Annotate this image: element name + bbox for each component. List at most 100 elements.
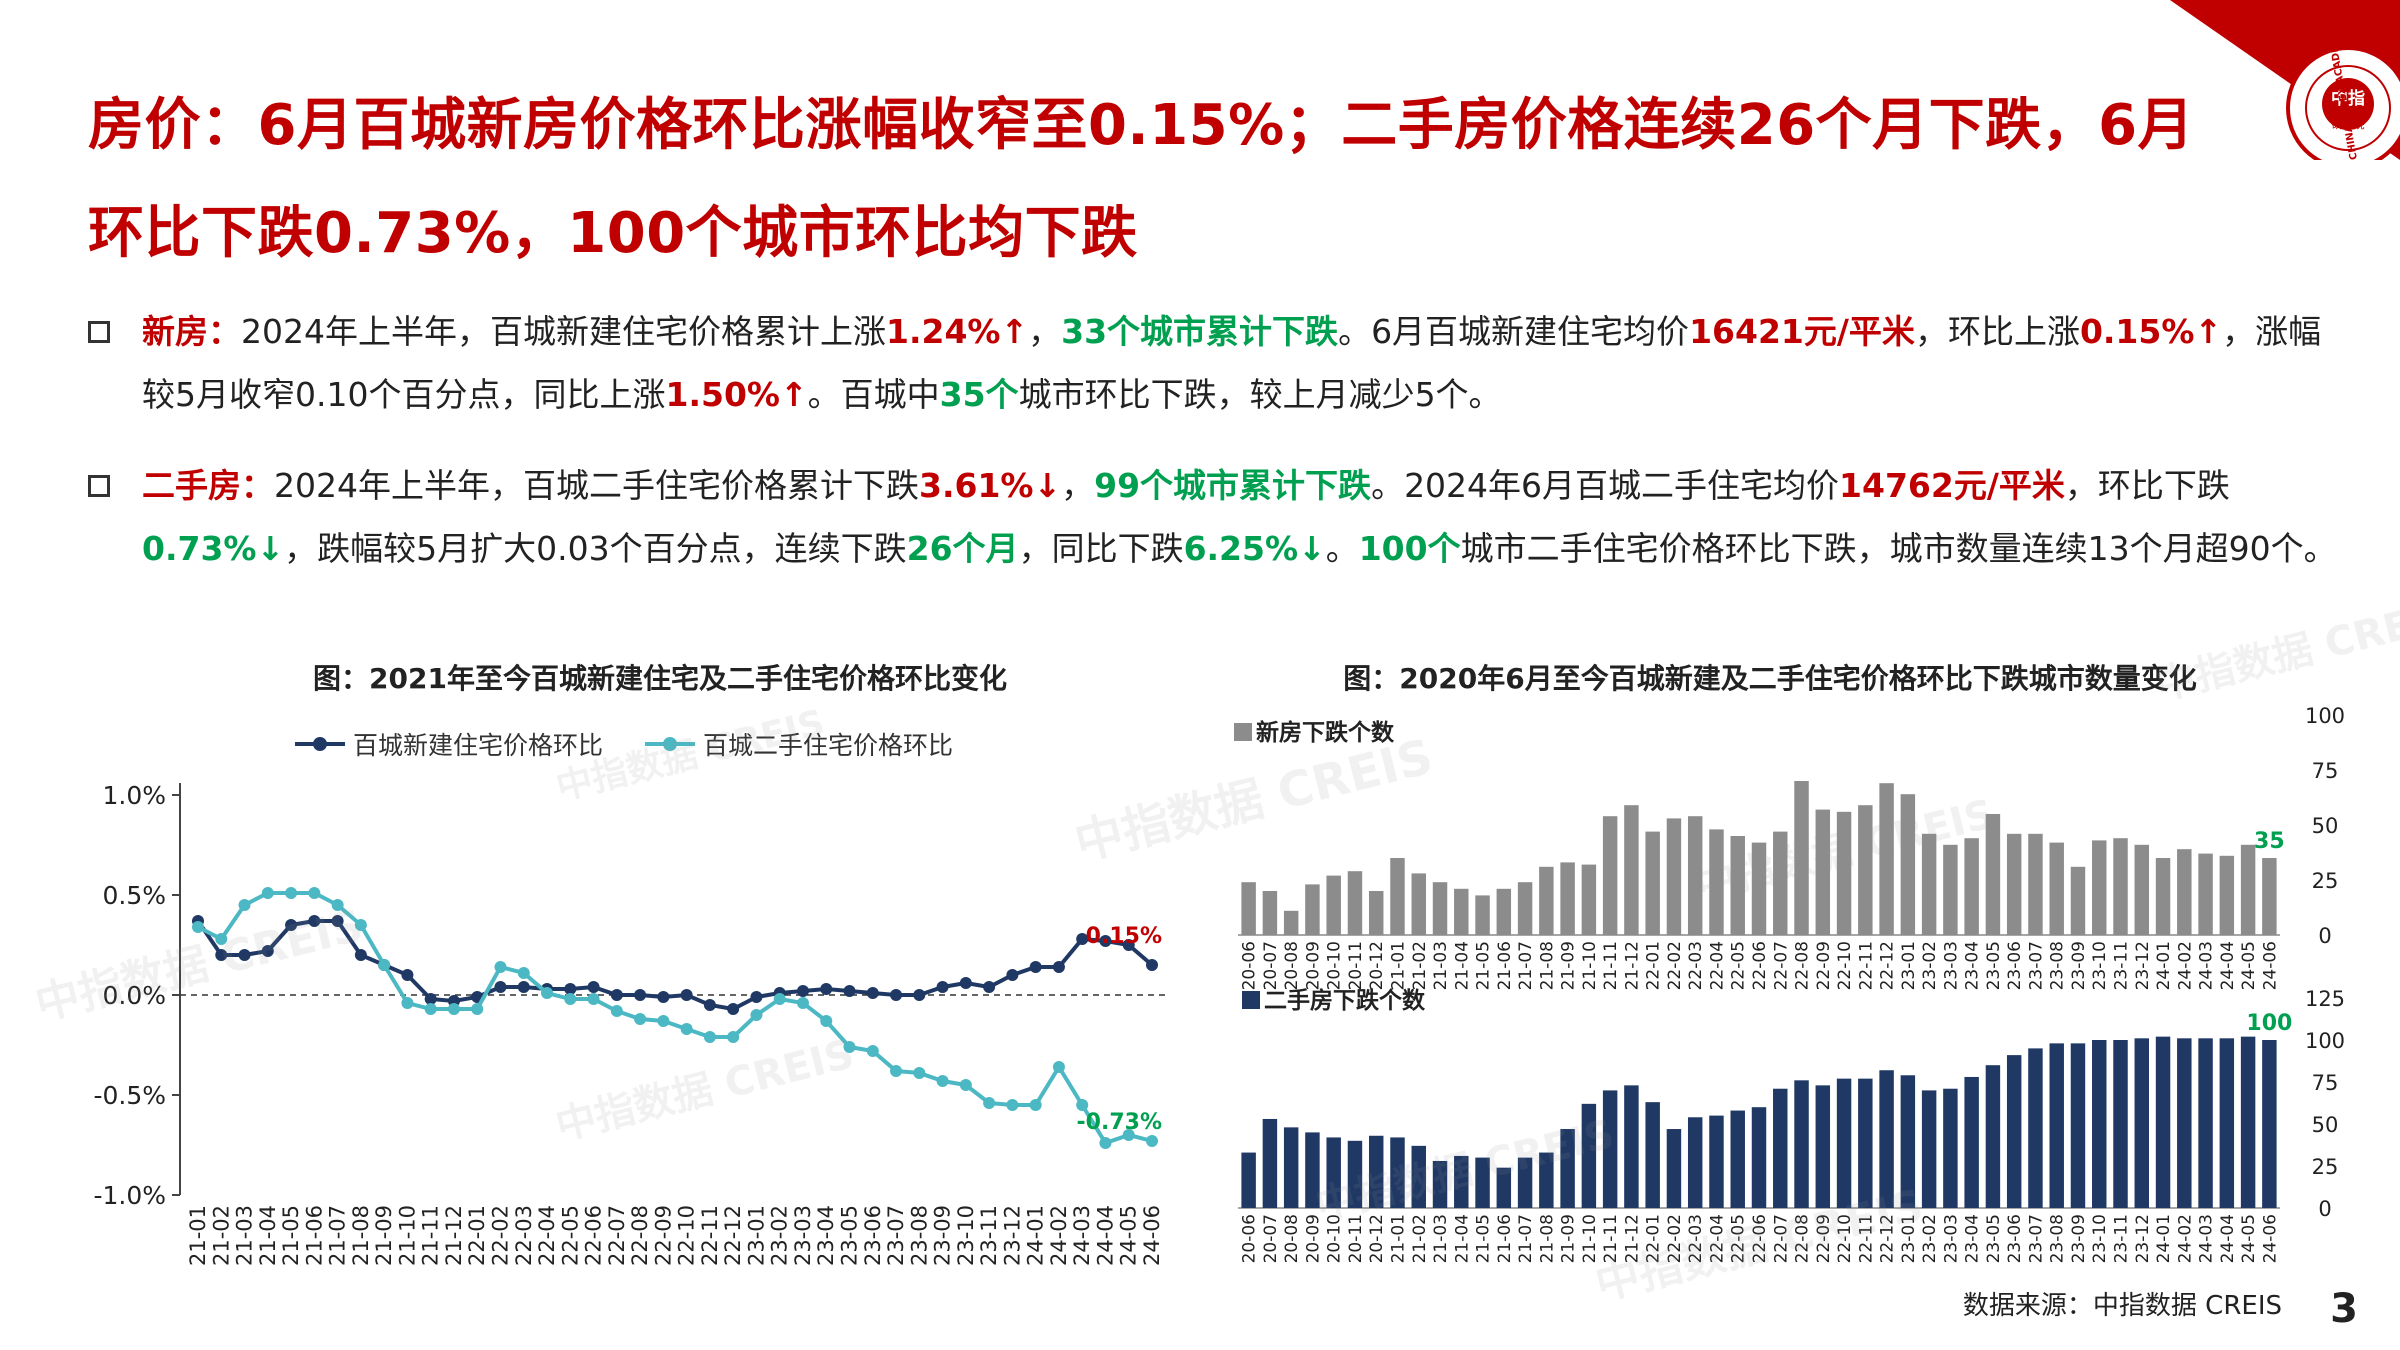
bullet-label: 新房： — [142, 312, 241, 351]
x-tick-label: 21-10 — [1580, 1214, 1600, 1263]
x-tick-label: 23-10 — [2090, 1214, 2110, 1263]
y-tick-label: 125 — [2305, 987, 2345, 1011]
x-tick-label: 23-12 — [2133, 1214, 2153, 1263]
x-tick-label: 21-03 — [1431, 1214, 1451, 1263]
bar — [1262, 891, 1278, 935]
page-number: 3 — [2330, 1286, 2358, 1332]
bar — [1517, 1157, 1533, 1208]
bar — [1368, 891, 1384, 935]
y-tick-label: 25 — [2312, 1155, 2339, 1179]
y-tick-label: 0.5% — [102, 881, 166, 910]
x-tick-label: 20-08 — [1282, 941, 1302, 990]
bar — [1347, 871, 1363, 935]
x-tick-label: 24-05 — [1117, 1205, 1141, 1266]
data-point — [796, 985, 809, 997]
data-point — [1146, 1135, 1158, 1147]
bullet-text: 。百城中 — [807, 375, 940, 414]
x-tick-label: 23-01 — [1899, 941, 1919, 990]
bar — [2006, 1055, 2022, 1208]
x-tick-label: 21-07 — [326, 1205, 350, 1266]
bar — [1794, 1080, 1809, 1208]
x-tick-label: 21-11 — [419, 1205, 443, 1266]
data-point — [401, 997, 414, 1009]
x-tick-label: 22-08 — [628, 1205, 652, 1266]
data-point — [308, 915, 321, 927]
x-tick-label: 21-11 — [1601, 1214, 1621, 1263]
x-tick-label: 21-12 — [1622, 941, 1642, 990]
y-tick-label: 0 — [2318, 1197, 2331, 1221]
data-point — [936, 1075, 949, 1087]
data-point — [1029, 1099, 1042, 1111]
data-point — [447, 1003, 460, 1015]
data-point — [494, 981, 507, 993]
data-label: 100 — [2246, 1011, 2292, 1036]
bullet-text: ，环比下跌 — [2064, 466, 2230, 505]
x-tick-label: 24-01 — [2154, 1214, 2174, 1263]
data-point — [587, 981, 600, 993]
bar — [1496, 1167, 1512, 1208]
bar — [1964, 838, 1979, 935]
x-tick-label: 21-09 — [1559, 941, 1579, 990]
bar — [1411, 1145, 1426, 1208]
x-tick-label: 20-07 — [1261, 1214, 1281, 1263]
x-tick-label: 21-05 — [1474, 1214, 1494, 1263]
x-tick-label: 23-06 — [2005, 941, 2025, 990]
bar — [1581, 1103, 1597, 1208]
x-tick-label: 21-09 — [1559, 1214, 1579, 1263]
x-tick-label: 23-03 — [1941, 941, 1961, 990]
data-point — [866, 987, 879, 999]
data-point — [1006, 1099, 1019, 1111]
x-tick-label: 24-01 — [1024, 1205, 1048, 1266]
x-tick-label: 20-12 — [1367, 1214, 1387, 1263]
x-tick-label: 21-01 — [186, 1205, 210, 1266]
data-point — [890, 989, 903, 1001]
x-tick-label: 21-10 — [1580, 941, 1600, 990]
x-tick-label: 23-10 — [2090, 941, 2110, 990]
highlight-value: 0.73%↓ — [142, 529, 285, 568]
bullet-text: ， — [1028, 312, 1062, 351]
bar — [1624, 805, 1639, 935]
highlight-value: 14762元/平米 — [1839, 466, 2065, 505]
bar — [2092, 1040, 2107, 1208]
highlight-value: 99个城市累计下跌 — [1094, 466, 1372, 505]
x-tick-label: 21-04 — [256, 1205, 280, 1266]
x-tick-label: 24-03 — [2197, 1214, 2217, 1263]
x-tick-label: 24-04 — [1093, 1205, 1117, 1266]
x-tick-label: 23-08 — [907, 1205, 931, 1266]
bar — [1645, 1102, 1660, 1208]
bar — [2092, 840, 2107, 935]
bar — [2155, 1036, 2171, 1208]
bar — [1900, 1075, 1916, 1208]
y-tick-label: 50 — [2312, 1113, 2339, 1137]
x-tick-label: 23-09 — [2069, 1214, 2089, 1263]
bar — [2155, 858, 2171, 935]
data-point — [936, 981, 949, 993]
bar — [2028, 833, 2043, 935]
data-point — [564, 983, 577, 995]
page-title: 房价：6月百城新房价格环比涨幅收窄至0.15%；二手房价格连续26个月下跌，6月… — [88, 93, 2195, 266]
bar — [1751, 1107, 1767, 1208]
data-point — [285, 919, 298, 931]
x-tick-label: 23-05 — [838, 1205, 862, 1266]
x-tick-label: 24-04 — [2218, 1214, 2238, 1263]
data-point — [517, 981, 530, 993]
bullet-text: ，同比下跌 — [1018, 529, 1184, 568]
data-point — [983, 981, 996, 993]
data-point — [238, 899, 251, 911]
x-tick-label: 22-01 — [1644, 941, 1664, 990]
x-tick-label: 21-03 — [1431, 941, 1451, 990]
bullet-text: 2024年上半年，百城新建住宅价格累计上涨 — [241, 312, 886, 351]
x-tick-label: 22-09 — [1814, 1214, 1834, 1263]
y-tick-label: 50 — [2312, 814, 2339, 838]
x-tick-label: 23-10 — [954, 1205, 978, 1266]
bar — [1666, 818, 1682, 935]
data-point — [285, 887, 298, 899]
x-tick-label: 22-11 — [698, 1205, 722, 1266]
x-tick-label: 22-12 — [721, 1205, 745, 1266]
bar — [1624, 1085, 1639, 1208]
bar — [2240, 844, 2256, 935]
y-tick-label: 0.0% — [102, 981, 166, 1010]
x-tick-label: 23-11 — [2112, 1214, 2132, 1263]
data-point — [1099, 935, 1112, 947]
